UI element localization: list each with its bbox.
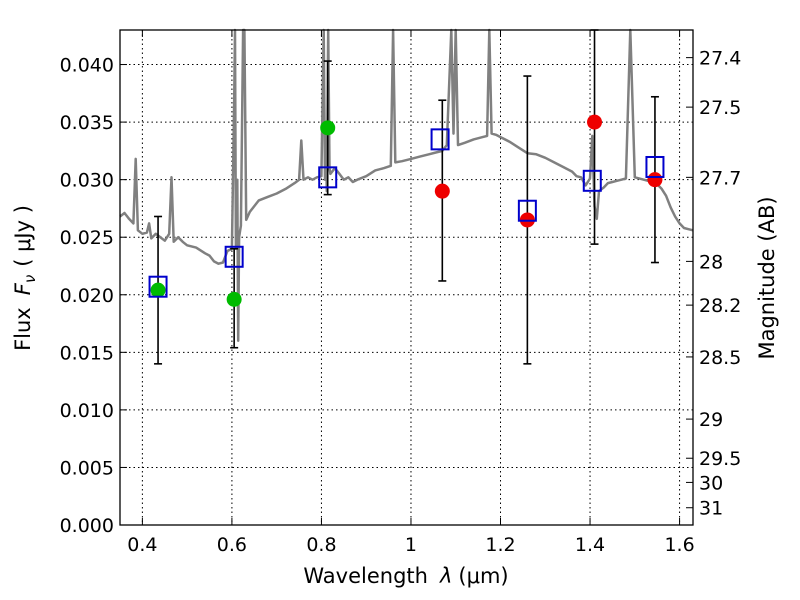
x-tick-label: 1.2 (485, 534, 515, 556)
y2-tick-label: 27.5 (699, 97, 741, 119)
model-point (224, 245, 244, 268)
x-tick-label: 0.8 (306, 534, 336, 556)
x-axis-title: Wavelength λ (μm) (303, 564, 508, 588)
x-tick-label: 0.6 (217, 534, 247, 556)
data-point (226, 291, 242, 307)
data-point (587, 114, 603, 130)
plot-series (119, 28, 694, 365)
grid (120, 30, 693, 525)
plot-frame (119, 29, 694, 526)
y2-tick-label: 28 (699, 251, 723, 273)
x-tick-label: 1.6 (664, 534, 694, 556)
axis-ticks: 0.4 0.6 0.8 1 1.2 1.4 1.6 0.000 0.005 0.010 0.015 0… (60, 30, 741, 556)
y2-tick-label: 27.7 (699, 167, 741, 189)
y-tick-label: 0.035 (60, 112, 114, 134)
model-point (517, 199, 537, 222)
data-point (647, 172, 663, 188)
y-tick-label: 0.010 (60, 400, 114, 422)
data-point (434, 183, 450, 199)
y-tick-label: 0.030 (60, 170, 114, 192)
x-tick-label: 0.4 (127, 534, 157, 556)
x-tick-label: 1.4 (575, 534, 605, 556)
y-axis-title: FluxFν( μJy ) (11, 205, 39, 351)
y-tick-label: 0.025 (60, 227, 114, 249)
model-point (645, 155, 665, 178)
y-tick-label: 0.040 (60, 55, 114, 77)
x-tick-label: 1 (405, 534, 417, 556)
y-tick-label: 0.005 (60, 457, 114, 479)
y2-tick-label: 30 (699, 472, 723, 494)
model-point (582, 169, 602, 192)
model-point (148, 275, 168, 298)
y2-tick-label: 31 (699, 498, 723, 520)
y-tick-label: 0.000 (60, 515, 114, 537)
y2-tick-label: 27.4 (699, 48, 741, 70)
model-point (318, 166, 338, 189)
spectrum-line (119, 28, 694, 343)
y2-tick-label: 28.5 (699, 347, 741, 369)
y2-axis-title: Magnitude (AB) (755, 196, 779, 359)
y2-tick-label: 28.2 (699, 295, 741, 317)
y2-tick-label: 29 (699, 409, 723, 431)
model-point (430, 128, 450, 151)
data-point (150, 282, 166, 298)
data-point (320, 120, 336, 136)
y-tick-label: 0.015 (60, 342, 114, 364)
y2-tick-label: 29.5 (699, 448, 741, 470)
y-tick-label: 0.020 (60, 285, 114, 307)
